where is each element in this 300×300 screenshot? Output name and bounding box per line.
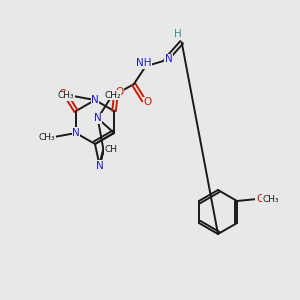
Text: CH₃: CH₃ — [263, 194, 279, 203]
Text: O: O — [256, 194, 264, 204]
Text: O: O — [59, 89, 67, 99]
Text: N: N — [96, 160, 104, 170]
Text: O: O — [115, 87, 123, 97]
Text: N: N — [72, 128, 80, 138]
Text: H: H — [174, 29, 182, 39]
Text: CH: CH — [104, 145, 117, 154]
Text: NH: NH — [136, 58, 152, 68]
Text: N: N — [165, 54, 172, 64]
Text: CH₃: CH₃ — [39, 133, 55, 142]
Text: CH₂: CH₂ — [104, 91, 121, 100]
Text: N: N — [94, 113, 102, 123]
Text: O: O — [144, 97, 152, 107]
Text: N: N — [91, 95, 99, 105]
Text: CH₃: CH₃ — [58, 92, 74, 100]
